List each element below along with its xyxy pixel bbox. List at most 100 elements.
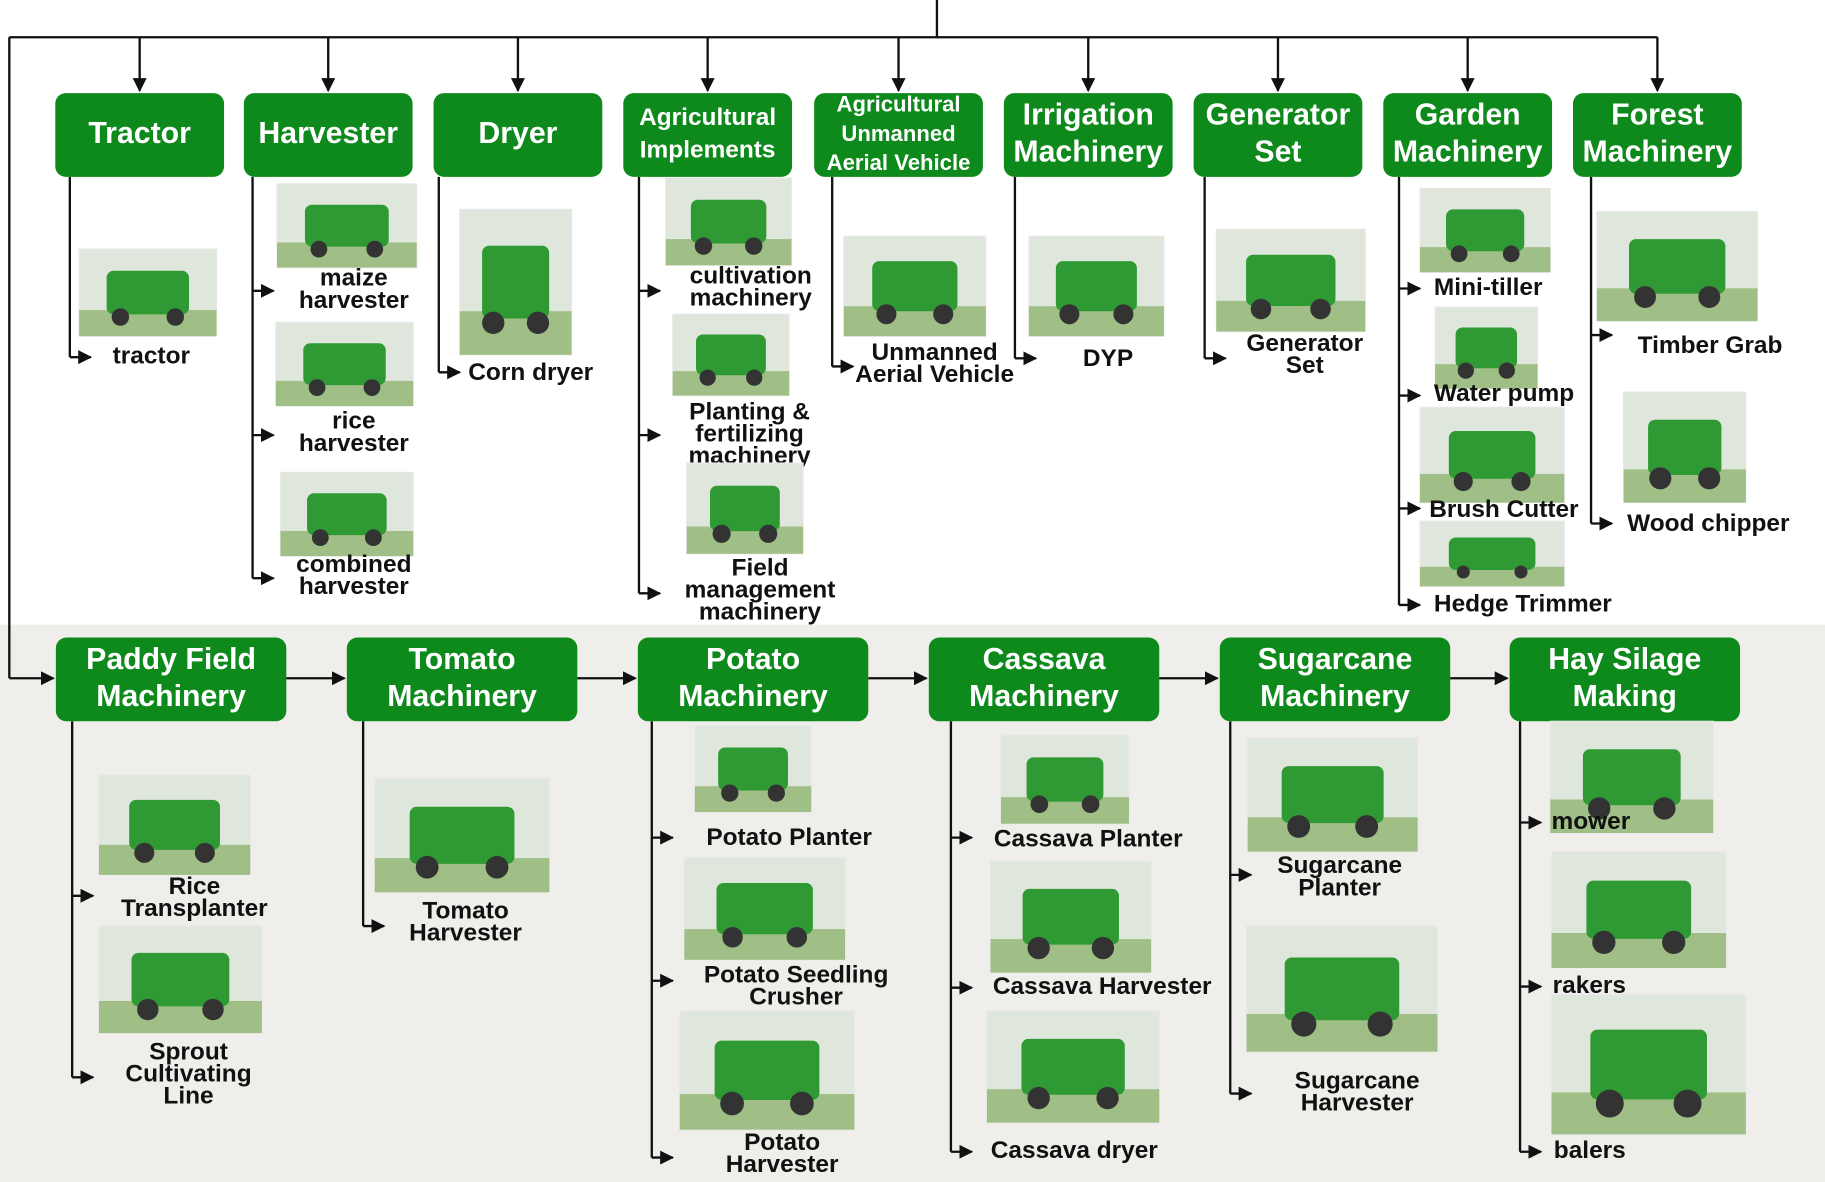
- photo-wheel: [767, 784, 785, 802]
- photo-ground: [1551, 1092, 1746, 1135]
- photo-machine: [482, 245, 550, 319]
- photo-wheel: [1310, 298, 1331, 320]
- category-box: [346, 637, 578, 722]
- item-label: Planter: [1298, 874, 1381, 901]
- photo-wheel: [720, 1091, 744, 1116]
- photo-machine: [1446, 209, 1525, 252]
- connector: [8, 0, 1658, 679]
- category-label: Machinery: [387, 680, 537, 713]
- photo: [1550, 994, 1747, 1135]
- category-label: Forest: [1611, 98, 1703, 131]
- photo-wheel: [1081, 795, 1100, 814]
- category-box: [1573, 93, 1742, 177]
- photo-wheel: [745, 237, 763, 255]
- photo-wheel: [699, 369, 716, 386]
- item-label: Field: [732, 554, 789, 581]
- item-label: Hedge Trimmer: [1434, 590, 1612, 617]
- category-label: Cassava: [983, 643, 1107, 676]
- photo: [683, 856, 846, 961]
- photo-wheel: [1453, 472, 1473, 492]
- photo-machine: [307, 493, 387, 536]
- photo-wheel: [1027, 1086, 1050, 1110]
- photo: [1434, 306, 1539, 390]
- item-label: harvester: [299, 287, 409, 314]
- item-label: Cassava Planter: [994, 825, 1183, 852]
- photo-machine: [106, 270, 190, 315]
- photo: [275, 321, 414, 407]
- item-label: Harvester: [726, 1151, 839, 1178]
- photo-ground: [1000, 797, 1129, 824]
- photo-wheel: [1649, 467, 1672, 490]
- item-label: Unmanned: [871, 339, 997, 366]
- photo-wheel: [1250, 298, 1272, 320]
- category-label: Potato: [706, 643, 800, 676]
- photo-machine: [716, 883, 813, 935]
- photo-ground: [986, 1089, 1160, 1123]
- photo-machine: [1055, 261, 1137, 312]
- photo-wheel: [1059, 304, 1080, 325]
- photo: [1215, 228, 1366, 333]
- category-label: Machinery: [1583, 136, 1733, 169]
- category-box: [1193, 93, 1363, 177]
- category-label: Tomato: [409, 643, 516, 676]
- photo-machine: [1628, 239, 1726, 294]
- item-label: Generator: [1246, 330, 1363, 357]
- category-label: Unmanned: [841, 121, 955, 146]
- item-label: fertilizing: [695, 421, 804, 448]
- category-box: [1383, 93, 1553, 177]
- photo-wheel: [1096, 1086, 1119, 1110]
- photo-machine: [690, 199, 767, 244]
- category-label: Machinery: [1013, 136, 1163, 169]
- item-label: Tomato: [422, 898, 508, 925]
- item-label: Potato: [744, 1129, 820, 1156]
- photo: [686, 462, 804, 555]
- photo-machine: [714, 1040, 820, 1100]
- photo-ground: [990, 939, 1152, 973]
- photo-wheel: [482, 311, 505, 335]
- item-label: machinery: [690, 284, 813, 311]
- category-label: Agricultural: [837, 92, 961, 117]
- photo: [989, 860, 1152, 974]
- photo-machine: [1021, 1038, 1125, 1095]
- photo-machine: [1582, 749, 1681, 806]
- photo: [1549, 720, 1714, 834]
- category-label: Dryer: [478, 117, 557, 150]
- photo: [1419, 520, 1565, 587]
- photo-wheel: [876, 304, 897, 325]
- photo-machine: [1590, 1029, 1707, 1100]
- photo-wheel: [137, 998, 159, 1021]
- item-label: combined: [296, 551, 411, 578]
- photo: [1000, 734, 1130, 825]
- photo-wheel: [1595, 1089, 1624, 1118]
- photo-wheel: [1698, 286, 1721, 308]
- photo-wheel: [1634, 286, 1657, 308]
- category-box: [814, 93, 983, 177]
- photo-wheel: [759, 524, 778, 543]
- photo: [276, 183, 418, 269]
- item-label: management: [685, 576, 836, 603]
- item-label: maize: [320, 265, 388, 292]
- photo-wheel: [415, 855, 439, 879]
- photo: [1596, 211, 1759, 322]
- item-label: Harvester: [409, 920, 522, 947]
- item-label: machinery: [699, 599, 822, 626]
- category-box: [433, 93, 603, 177]
- photo-wheel: [308, 379, 326, 396]
- item-label: rice: [332, 408, 375, 435]
- category-label: Sugarcane: [1258, 643, 1413, 676]
- photo-wheel: [1450, 245, 1468, 263]
- item-label: tractor: [113, 343, 191, 370]
- category-label: Making: [1573, 680, 1677, 713]
- category-box: [637, 637, 869, 722]
- photo-ground: [1419, 566, 1565, 587]
- photo-wheel: [310, 240, 328, 258]
- photo-ground: [679, 1094, 855, 1130]
- photo: [1550, 851, 1727, 969]
- photo: [1419, 406, 1565, 504]
- photo-ground: [1596, 288, 1758, 322]
- photo-wheel: [1091, 936, 1115, 960]
- photo-machine: [1448, 537, 1536, 571]
- item-label: Cultivating: [125, 1060, 251, 1087]
- photo-machine: [1648, 419, 1722, 475]
